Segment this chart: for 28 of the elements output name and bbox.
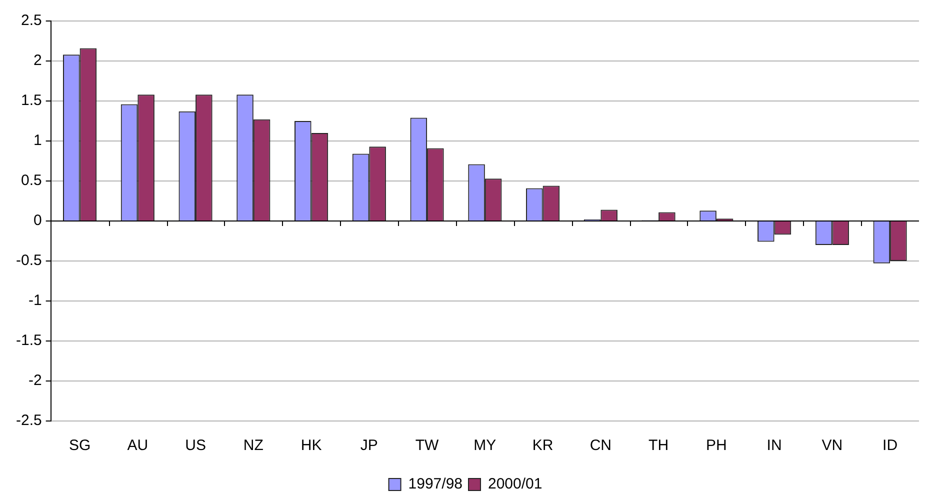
x-tick-label: NZ: [243, 437, 264, 454]
x-tick-label: CN: [590, 437, 612, 454]
x-tick-label: PH: [706, 437, 727, 454]
y-tick-label: 2.5: [20, 12, 42, 30]
x-tick-label: IN: [766, 437, 782, 454]
y-tick-label: 0: [34, 212, 42, 230]
x-tick-label: TH: [648, 437, 669, 454]
x-tick-label: AU: [127, 437, 148, 454]
y-tick-label: -2.5: [16, 412, 42, 430]
y-tick-label: -2: [28, 372, 42, 390]
y-tick-label: 1: [34, 132, 42, 150]
x-tick-label: SG: [68, 437, 91, 454]
y-tick-label: 1.5: [20, 92, 42, 110]
x-tick-label: US: [185, 437, 206, 454]
y-tick-label: -0.5: [16, 252, 42, 270]
y-tick-label: 0.5: [20, 172, 42, 190]
legend-label: 2000/01: [488, 476, 542, 493]
x-tick-label: HK: [300, 437, 322, 454]
x-tick-label: VN: [822, 437, 843, 454]
x-tick-label: TW: [415, 437, 440, 454]
legend-label: 1997/98: [408, 476, 463, 493]
y-tick-label: -1.5: [16, 332, 42, 350]
x-tick-label: JP: [360, 437, 378, 454]
x-tick-label: KR: [532, 437, 554, 454]
x-tick-label: ID: [882, 437, 898, 454]
y-tick-label: 2: [34, 52, 42, 70]
y-tick-label: -1: [28, 292, 42, 310]
x-tick-label: MY: [474, 437, 496, 454]
